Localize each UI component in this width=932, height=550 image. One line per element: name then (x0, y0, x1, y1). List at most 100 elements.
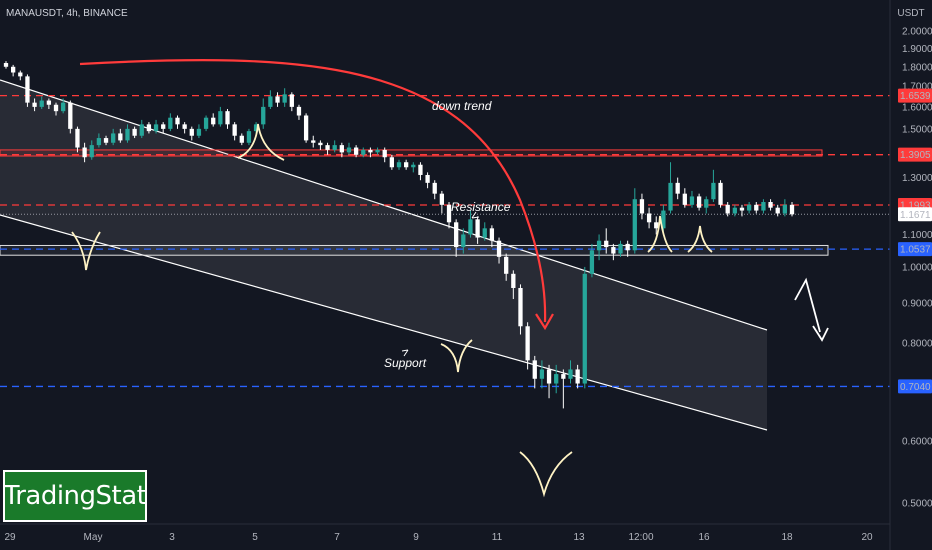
time-tick-label: 3 (169, 532, 175, 543)
candle-body (789, 204, 795, 215)
candle-body (404, 162, 409, 168)
candle-body (39, 100, 44, 107)
candle-body (89, 145, 94, 158)
candle-body (389, 157, 394, 168)
candle-body (361, 149, 366, 155)
candle-body (561, 374, 566, 379)
annotation-resistance: Resistance (451, 200, 511, 214)
price-tick-label: 1.8000 (902, 62, 932, 73)
price-label-blue (898, 242, 932, 257)
candle-body (268, 96, 273, 107)
projection-path (794, 277, 821, 333)
candle-body (218, 111, 223, 125)
downtrend-arrowhead (535, 313, 554, 331)
swing-low-mark-2 (440, 339, 473, 373)
candle-body (182, 124, 187, 129)
candle-body (746, 204, 752, 211)
candle-body (61, 102, 66, 112)
time-tick-label: 18 (781, 532, 793, 543)
candle-body (639, 199, 645, 214)
candle-body (211, 117, 216, 125)
swing-low-mark-3 (519, 451, 573, 498)
candle-body (203, 117, 209, 129)
annotation-support: Support (384, 356, 427, 370)
candle-body (675, 182, 680, 194)
swing-high-mark-1 (237, 123, 285, 161)
time-tick-label: 20 (861, 532, 873, 543)
price-tick-label: 0.5000 (902, 498, 932, 509)
time-tick-label: 29 (4, 532, 16, 543)
candle-body (239, 135, 244, 143)
candle-body (539, 369, 545, 379)
candle-body (496, 240, 502, 257)
zone-resistance (0, 149, 823, 157)
candle-body (589, 250, 595, 274)
price-label-text: 1.1671 (900, 210, 931, 221)
candle-body (439, 193, 445, 205)
time-tick-label: May (84, 532, 103, 543)
price-tick-label: 1.6000 (902, 102, 932, 113)
candle-body (704, 199, 709, 208)
candle-body (554, 374, 559, 384)
candle-body (396, 162, 402, 168)
candle-body (761, 202, 766, 211)
price-tick-label: 0.6000 (902, 436, 932, 447)
candle-body (646, 213, 652, 223)
price-tick-label: 0.9000 (902, 298, 932, 309)
candle-body (275, 96, 280, 103)
candle-body (368, 149, 373, 153)
candle-body (611, 247, 616, 254)
price-label-red (898, 88, 932, 103)
time-tick-label: 12:00 (628, 532, 653, 543)
candle-body (604, 240, 609, 248)
downtrend-arrow (79, 59, 547, 323)
candle-body (432, 182, 437, 194)
price-label-text: 1.3905 (900, 150, 931, 161)
candle-body (775, 207, 780, 214)
candle-body (282, 94, 287, 103)
candle-body (532, 360, 537, 379)
candle-body (232, 124, 237, 136)
time-tick-label: 16 (698, 532, 710, 543)
candle-body (132, 128, 137, 136)
swing-low-mark-1 (71, 231, 101, 271)
candle-body (696, 196, 702, 208)
candle-body (118, 133, 123, 141)
price-label-red (898, 147, 932, 162)
logo-text: TradingStat (3, 481, 147, 511)
candle-body (175, 117, 180, 125)
price-label-text: 0.7040 (900, 382, 931, 393)
candle-body (489, 228, 495, 241)
time-tick-label: 11 (492, 532, 503, 543)
candle-body (768, 202, 773, 208)
price-label-current (898, 207, 932, 222)
candle-body (739, 207, 745, 211)
candle-body (732, 207, 737, 214)
price-label-blue (898, 379, 932, 394)
zone-support (0, 244, 829, 256)
candle-body (782, 204, 787, 214)
candle-body (468, 219, 473, 235)
candle-body (303, 115, 309, 141)
candle-body (461, 234, 466, 248)
candle-body (225, 111, 230, 125)
candle-body (253, 124, 259, 132)
candle-body (246, 131, 252, 143)
time-tick-label: 13 (573, 532, 585, 543)
candle-body (511, 273, 516, 288)
candle-body (46, 100, 52, 105)
price-tick-label: 1.5000 (902, 124, 932, 135)
annotation-down-trend: down trend (432, 99, 492, 113)
candle-body (68, 102, 73, 129)
price-tick-label: 1.0000 (902, 262, 932, 273)
candle-body (353, 147, 359, 155)
price-axis-currency: USDT (897, 8, 924, 19)
candle-body (196, 128, 202, 136)
candle-body (718, 182, 723, 205)
swing-high-mark-2 (647, 215, 673, 253)
candle-body (153, 124, 159, 132)
candle-body (25, 76, 30, 103)
tradingstat-logo: TradingStat (3, 470, 147, 522)
candle-body (82, 147, 87, 158)
